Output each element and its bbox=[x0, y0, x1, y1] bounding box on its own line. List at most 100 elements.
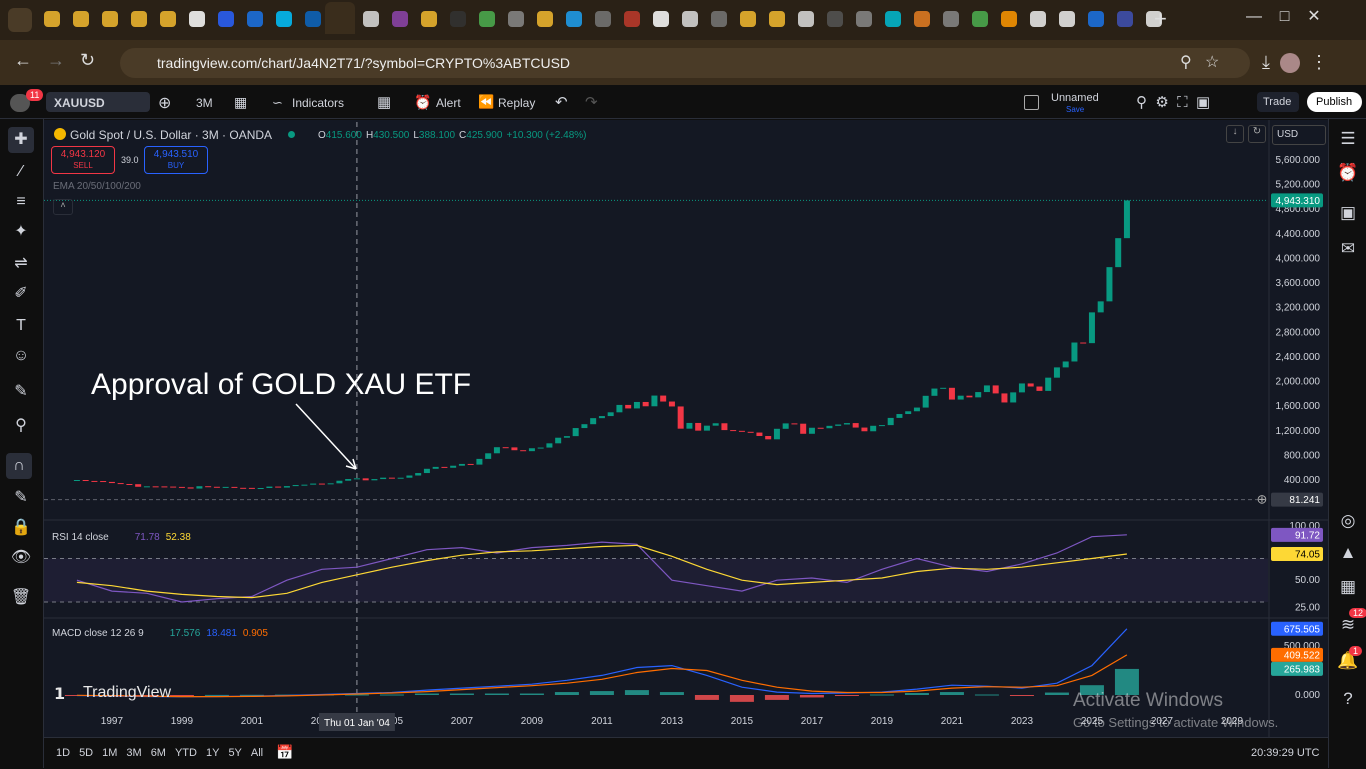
sidebar-icon[interactable]: ▦ bbox=[1339, 577, 1357, 596]
timeframe-button[interactable]: 6M bbox=[150, 747, 166, 759]
tab-icon[interactable] bbox=[363, 11, 379, 27]
layout-checkbox[interactable] bbox=[1024, 95, 1039, 110]
undo[interactable]: ↶ bbox=[555, 94, 568, 111]
replay-button[interactable]: Replay bbox=[498, 96, 536, 110]
indicators-button[interactable]: Indicators bbox=[292, 96, 345, 110]
tab-search[interactable] bbox=[8, 8, 32, 32]
sidebar-icon[interactable]: ▣ bbox=[1339, 203, 1357, 222]
drawing-tool[interactable]: ✎ bbox=[14, 489, 28, 506]
tab-icon[interactable] bbox=[421, 11, 437, 27]
sidebar-icon[interactable]: ☰ bbox=[1340, 129, 1356, 148]
tab-icon[interactable] bbox=[1030, 11, 1046, 27]
tab-icon[interactable] bbox=[914, 11, 930, 27]
trade-button[interactable] bbox=[1257, 92, 1299, 112]
tab-icon[interactable] bbox=[131, 11, 147, 27]
tab-icon[interactable] bbox=[566, 11, 582, 27]
drawing-tool[interactable]: ✐ bbox=[14, 285, 28, 302]
currency-select[interactable] bbox=[1272, 125, 1326, 145]
timeframe-button[interactable]: YTD bbox=[174, 747, 197, 759]
sidebar-icon[interactable]: ◎ bbox=[1340, 511, 1356, 530]
omnibox-icons[interactable]: ⚲ ☆ bbox=[1180, 54, 1220, 71]
collapse-legend[interactable]: ˄ bbox=[53, 199, 73, 215]
refresh-button[interactable]: ↻ bbox=[1248, 125, 1266, 143]
symbol-search[interactable] bbox=[46, 92, 150, 112]
drawing-tool[interactable]: ⇌ bbox=[14, 255, 28, 272]
compare-button[interactable]: ⊕ bbox=[158, 95, 172, 112]
avatar[interactable] bbox=[10, 94, 30, 112]
drawing-tool[interactable]: ✎ bbox=[14, 383, 28, 400]
tab-icon[interactable] bbox=[856, 11, 872, 27]
sidebar-icon[interactable]: ▲ bbox=[1339, 543, 1357, 562]
tab-icon[interactable] bbox=[653, 11, 669, 27]
tab-icon[interactable] bbox=[537, 11, 553, 27]
browser-actions[interactable]: ⤓ ⋮ bbox=[1262, 52, 1328, 74]
tab-icon[interactable] bbox=[1088, 11, 1104, 27]
tab-icon[interactable] bbox=[943, 11, 959, 27]
tab-icon[interactable] bbox=[73, 11, 89, 27]
sidebar-icon[interactable]: ⏰ bbox=[1337, 163, 1359, 182]
drawing-tool[interactable]: ⚲ bbox=[15, 417, 27, 434]
tab-icon[interactable] bbox=[972, 11, 988, 27]
timeframe-button[interactable]: All bbox=[250, 747, 264, 759]
tab-icon[interactable] bbox=[827, 11, 843, 27]
drawing-tool[interactable]: 🔒 bbox=[11, 519, 31, 536]
drawing-tool[interactable]: ∕ bbox=[19, 163, 23, 180]
timeframe-button[interactable]: 1Y bbox=[205, 747, 220, 759]
drawing-tool[interactable]: ∩ bbox=[6, 453, 32, 479]
buy-button[interactable] bbox=[144, 146, 208, 174]
new-tab[interactable]: + bbox=[1154, 6, 1167, 31]
tab-icon[interactable] bbox=[44, 11, 60, 27]
tab-icon[interactable] bbox=[1001, 11, 1017, 27]
alert-icon[interactable]: ⏰ bbox=[414, 94, 432, 110]
toolbar-icons[interactable]: ⚲ ⚙ ⛶ ▣ bbox=[1136, 94, 1211, 111]
save-label[interactable]: Save bbox=[1066, 105, 1085, 114]
tab-icon[interactable] bbox=[798, 11, 814, 27]
drawing-tool[interactable]: T bbox=[16, 317, 26, 334]
drawing-tool[interactable]: ✚ bbox=[8, 127, 34, 153]
tab-icon[interactable] bbox=[218, 11, 234, 27]
timeframe-button[interactable]: 3M bbox=[126, 747, 142, 759]
tab-icon[interactable] bbox=[1146, 11, 1162, 27]
sidebar-icon[interactable]: ≋ bbox=[1340, 615, 1356, 634]
layout-name[interactable]: Unnamed bbox=[1051, 92, 1099, 104]
tab-icon[interactable] bbox=[711, 11, 727, 27]
drawing-tool[interactable]: ≡ bbox=[16, 193, 26, 210]
drawing-tool[interactable]: ☺ bbox=[12, 347, 30, 364]
sell-button[interactable] bbox=[51, 146, 115, 174]
tab-icon[interactable] bbox=[682, 11, 698, 27]
timeframe-button[interactable]: 5Y bbox=[228, 747, 242, 759]
sidebar-icon[interactable]: ? bbox=[1343, 689, 1353, 708]
timeframe-button[interactable]: 1M bbox=[102, 747, 118, 759]
tab-icon[interactable] bbox=[189, 11, 205, 27]
timeframe-button[interactable]: 1D bbox=[56, 747, 71, 759]
redo[interactable]: ↷ bbox=[585, 94, 598, 111]
tab-icon[interactable] bbox=[624, 11, 640, 27]
indicators-icon[interactable]: ∽ bbox=[272, 95, 283, 110]
tab-icon[interactable] bbox=[508, 11, 524, 27]
window-controls[interactable]: — □ ✕ bbox=[1246, 8, 1321, 25]
tab-icon[interactable] bbox=[450, 11, 466, 27]
tab-icon[interactable] bbox=[392, 11, 408, 27]
date-range-button[interactable]: 📅 bbox=[276, 744, 294, 760]
interval[interactable]: 3M bbox=[196, 96, 213, 110]
tab-icon[interactable] bbox=[276, 11, 292, 27]
tab-icon[interactable] bbox=[160, 11, 176, 27]
publish-button[interactable] bbox=[1307, 92, 1362, 112]
drawing-tool[interactable]: 🗑 bbox=[10, 589, 32, 606]
tab-icon[interactable] bbox=[595, 11, 611, 27]
tab-icon[interactable] bbox=[247, 11, 263, 27]
tab-icon[interactable] bbox=[479, 11, 495, 27]
tab-icon[interactable] bbox=[769, 11, 785, 27]
layouts-button[interactable]: ▦ bbox=[377, 94, 392, 111]
chart-type[interactable]: ▦ bbox=[234, 94, 248, 110]
active-tab[interactable] bbox=[325, 2, 355, 34]
drawing-tool[interactable]: ✦ bbox=[14, 223, 28, 240]
alert-button[interactable]: Alert bbox=[436, 96, 461, 110]
tab-icon[interactable] bbox=[740, 11, 756, 27]
tab-icon[interactable] bbox=[1117, 11, 1133, 27]
replay-icon[interactable]: ⏪ bbox=[478, 94, 495, 109]
timeframe-button[interactable]: 5D bbox=[79, 747, 94, 759]
tab-icon[interactable] bbox=[305, 11, 321, 27]
sidebar-icon[interactable]: ✉ bbox=[1340, 239, 1356, 258]
tab-icon[interactable] bbox=[885, 11, 901, 27]
